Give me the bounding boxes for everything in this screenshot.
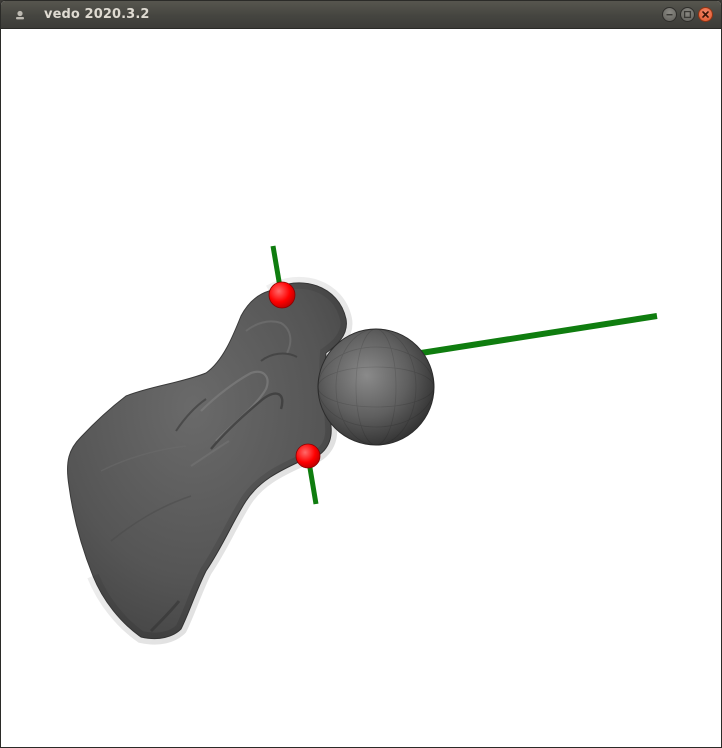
- scene-canvas: [67, 245, 658, 645]
- sphere-facets: [317, 328, 435, 446]
- landmark-marker-top: [268, 281, 296, 309]
- minimize-icon: [666, 14, 673, 16]
- bone-mesh: [67, 276, 353, 645]
- axis-line-long: [420, 313, 658, 356]
- minimize-button[interactable]: [662, 7, 677, 22]
- window-title: vedo 2020.3.2: [44, 7, 150, 22]
- title-bar[interactable]: vedo 2020.3.2: [1, 1, 721, 29]
- app-icon: [16, 10, 24, 20]
- 3d-viewport[interactable]: [1, 29, 721, 747]
- maximize-icon: [683, 10, 692, 19]
- landmark-marker-bottom: [295, 443, 321, 469]
- close-icon: [702, 11, 709, 18]
- maximize-button[interactable]: [680, 7, 695, 22]
- close-button[interactable]: [698, 7, 713, 22]
- sphere-mesh: [317, 328, 435, 446]
